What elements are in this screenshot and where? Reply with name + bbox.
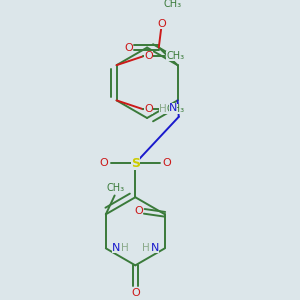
Text: O: O: [99, 158, 108, 168]
Text: N: N: [112, 243, 120, 253]
Text: CH₃: CH₃: [107, 183, 125, 194]
Text: CH₃: CH₃: [166, 51, 184, 62]
Text: CH₃: CH₃: [166, 104, 184, 114]
Text: O: O: [134, 206, 143, 216]
Text: O: O: [157, 19, 166, 29]
Text: S: S: [131, 157, 140, 170]
Text: O: O: [145, 51, 153, 62]
Text: H: H: [142, 243, 149, 253]
Text: O: O: [124, 43, 133, 52]
Text: O: O: [163, 158, 171, 168]
Text: O: O: [145, 104, 153, 114]
Text: H: H: [121, 243, 129, 253]
Text: O: O: [131, 288, 140, 298]
Text: N: N: [151, 243, 159, 253]
Text: H: H: [159, 104, 167, 114]
Text: CH₃: CH₃: [163, 0, 181, 8]
Text: N: N: [169, 103, 177, 113]
